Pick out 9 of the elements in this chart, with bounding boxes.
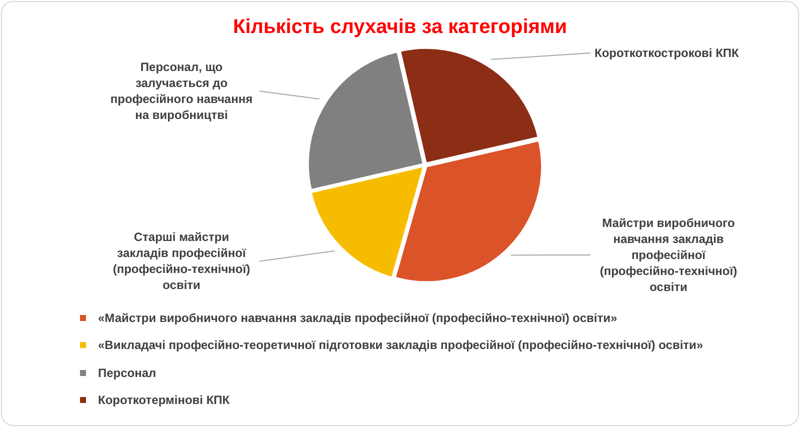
legend-label: «Майстри виробничого навчання закладів професійної (професійно-технічної) освіти» bbox=[98, 310, 618, 325]
legend-label: «Викладачі професійно-теоретичної підготовки закладів професійної (професійно-технічної) освіти» bbox=[98, 338, 704, 352]
text: Персонал, що залучається до професійного навчання на виробництві bbox=[109, 59, 254, 124]
chart-title: Кількість слухачів за категоріями bbox=[232, 15, 568, 39]
text: Майстри виробничого навчання закладів професійної (професійно-технічної) освіти bbox=[598, 215, 738, 295]
text: Старші майстри закладів професійної (професійно-технічної) освіти bbox=[112, 229, 252, 294]
legend-label: Персонал bbox=[98, 366, 156, 380]
legend-label: Короткотермінові КПК bbox=[98, 393, 230, 408]
text: Короткоткострокові КПК bbox=[594, 45, 739, 61]
